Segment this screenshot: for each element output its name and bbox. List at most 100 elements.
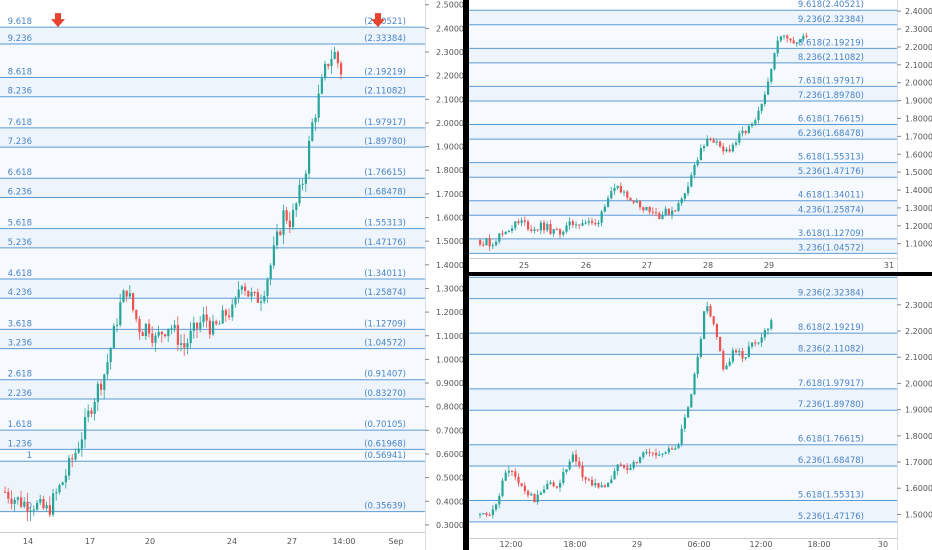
candle-body	[562, 231, 565, 235]
candle-body	[683, 193, 686, 199]
fib-level-label: 8.618(2.19219)	[798, 38, 864, 48]
bottom-right-chart-panel[interactable]: 5.236(1.47176) 5.618(1.55313) 6.236(1.6847…	[469, 276, 932, 550]
candle-body	[202, 314, 205, 323]
fib-band	[0, 461, 425, 512]
top-right-chart-svg[interactable]: 3.236(1.04572) 3.618(1.12709) 4.236(1.2587…	[469, 0, 932, 272]
candle-body	[651, 211, 654, 213]
candle-body	[664, 452, 667, 454]
fib-band	[0, 77, 425, 97]
candle-body	[626, 467, 629, 470]
main-chart-panel[interactable]: 0 (0.35639) 1 (0.56941) 1.236 (0.61968) 1.618 (…	[0, 0, 463, 550]
fib-band	[469, 388, 897, 411]
y-tick-label: 1.300000	[905, 204, 932, 213]
y-tick-label: 0.500000	[436, 474, 463, 483]
y-tick-label: 0.300000	[436, 521, 463, 530]
candle-body	[488, 514, 491, 516]
fib-price-label: (0.61968)	[364, 439, 406, 449]
candle-body	[587, 221, 590, 223]
candle-body	[533, 229, 536, 231]
candle-body	[719, 141, 722, 147]
candle-body	[154, 335, 157, 343]
candle-body	[96, 383, 99, 402]
candle-body	[600, 211, 603, 223]
candle-body	[677, 203, 680, 211]
candle-body	[285, 210, 288, 221]
candle-body	[327, 63, 330, 67]
candle-body	[253, 292, 256, 294]
candle-body	[597, 222, 600, 225]
candle-body	[712, 139, 715, 143]
fib-band	[469, 500, 897, 522]
candle-body	[635, 461, 638, 463]
candle-body	[687, 186, 690, 194]
candle-body	[591, 479, 594, 486]
candle-body	[645, 451, 648, 453]
candle-body	[767, 328, 770, 331]
candle-body	[552, 229, 555, 234]
y-tick-label: 1.700000	[436, 190, 463, 199]
candle-body	[802, 35, 805, 40]
candle-body	[340, 63, 343, 75]
candle-body	[517, 221, 520, 223]
fib-price-label: (1.12709)	[364, 319, 406, 329]
candle-body	[760, 103, 763, 111]
candle-body	[690, 175, 693, 187]
candle-body	[709, 306, 712, 317]
fib-level-label: 6.618(1.76615)	[798, 435, 864, 445]
candle-body	[122, 290, 125, 303]
candle-body	[237, 289, 240, 298]
candle-body	[642, 207, 645, 211]
candle-body	[642, 452, 645, 458]
x-tick-label: 14	[23, 537, 33, 546]
y-tick-label: 1.500000	[436, 237, 463, 246]
candle-body	[504, 472, 507, 481]
candle-body	[671, 210, 674, 215]
candle-body	[148, 323, 151, 334]
candle-body	[594, 483, 597, 486]
fib-level-label: 9.236(2.32384)	[798, 289, 864, 299]
x-tick-label: 18:00	[563, 540, 586, 549]
fib-band	[469, 277, 897, 299]
candle-body	[671, 448, 674, 450]
top-right-chart-panel[interactable]: 3.236(1.04572) 3.618(1.12709) 4.236(1.2587…	[469, 0, 932, 272]
candle-body	[658, 454, 661, 456]
candle-body	[699, 148, 702, 161]
y-tick-label: 0.800000	[436, 403, 463, 412]
candle-body	[565, 469, 568, 472]
candle-body	[23, 501, 26, 507]
candle-body	[549, 224, 552, 234]
candle-body	[39, 498, 42, 503]
fib-band	[469, 354, 897, 389]
fib-ratio-label: 8.618	[8, 68, 32, 78]
candle-body	[610, 191, 613, 199]
candle-body	[106, 362, 109, 375]
candle-body	[735, 350, 738, 353]
bottom-right-chart-svg[interactable]: 5.236(1.47176) 5.618(1.55313) 6.236(1.6847…	[469, 276, 932, 550]
fib-price-label: (1.47176)	[364, 238, 406, 248]
fib-level-label: 7.236(1.89780)	[798, 91, 864, 101]
panel-divider-vertical[interactable]	[463, 0, 469, 550]
x-tick-label: 20	[145, 537, 155, 546]
candle-body	[757, 342, 760, 344]
fib-band	[469, 410, 897, 445]
candle-body	[693, 164, 696, 176]
candle-body	[632, 200, 635, 203]
fib-level-label: 5.236(1.47176)	[798, 167, 864, 177]
fib-band	[0, 379, 425, 399]
candle-body	[42, 498, 45, 509]
candle-body	[495, 504, 498, 510]
y-tick-label: 1.600000	[905, 484, 932, 493]
candle-body	[616, 185, 619, 188]
panel-divider-horizontal[interactable]	[469, 272, 932, 276]
candle-body	[186, 343, 189, 348]
y-tick-label: 1.100000	[905, 240, 932, 249]
candle-body	[93, 401, 96, 414]
fib-band	[0, 449, 425, 462]
candle-body	[58, 485, 61, 493]
candle-body	[757, 110, 760, 121]
candle-body	[603, 206, 606, 212]
main-chart-svg[interactable]: 0 (0.35639) 1 (0.56941) 1.236 (0.61968) 1.618 (…	[0, 0, 463, 550]
fib-ratio-label: 9.236	[8, 34, 32, 44]
x-tick-label: 26	[581, 261, 591, 270]
y-tick-label: 2.000000	[905, 79, 932, 88]
